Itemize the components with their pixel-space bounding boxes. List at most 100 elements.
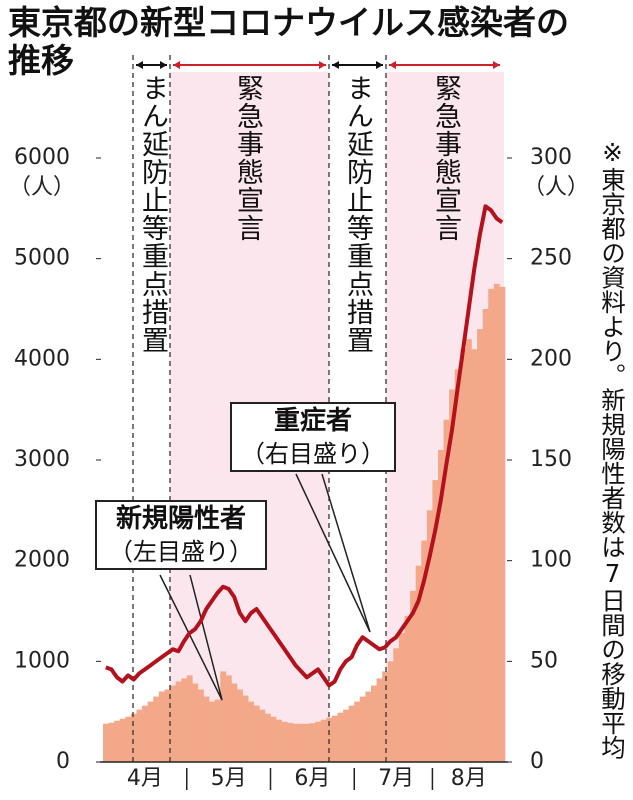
bar xyxy=(242,695,249,762)
y2-tick-label: 200 xyxy=(530,346,572,371)
y-unit: （人） xyxy=(9,175,75,200)
bar xyxy=(170,685,176,762)
bar xyxy=(164,689,171,762)
bar xyxy=(421,540,428,762)
bar xyxy=(264,713,271,762)
source-note: ※東京都の資料より。新規陽性者数は7日間の移動平均 xyxy=(598,138,627,760)
bar xyxy=(276,719,282,762)
bar xyxy=(499,286,506,762)
bar xyxy=(209,701,215,762)
bar xyxy=(426,510,433,762)
legend-axis-note: （右目盛り） xyxy=(241,440,385,468)
bar xyxy=(304,723,310,762)
bar xyxy=(181,678,188,762)
bar xyxy=(443,419,450,762)
period-arrows xyxy=(136,61,500,69)
bar xyxy=(125,716,132,762)
bar xyxy=(147,701,154,762)
bar xyxy=(298,723,305,762)
bar xyxy=(225,675,232,762)
bar xyxy=(482,309,489,762)
bar xyxy=(432,480,439,762)
bar xyxy=(259,709,266,762)
bar xyxy=(348,705,355,762)
y-tick-label: 3000 xyxy=(14,447,70,472)
bar xyxy=(237,689,243,762)
bar xyxy=(343,709,349,762)
bar xyxy=(460,349,467,762)
bar xyxy=(220,671,227,762)
y-tick-label: 4000 xyxy=(14,346,70,371)
y-tick-label: 6000 xyxy=(14,145,70,170)
x-tick-label: 8月 xyxy=(451,766,487,791)
bar xyxy=(186,675,193,762)
bar xyxy=(493,283,500,762)
legend-axis-note: （左目盛り） xyxy=(109,538,253,566)
bar xyxy=(287,722,294,762)
bar xyxy=(197,689,204,762)
period-label: まん延防止等重点措置 xyxy=(342,74,373,354)
bar xyxy=(465,339,472,762)
bar xyxy=(292,723,299,762)
bar xyxy=(315,721,322,762)
y2-unit: （人） xyxy=(523,175,589,200)
bar xyxy=(153,696,160,762)
chart-title: 東京都の新型コロナウイルス感染者の推移 xyxy=(8,3,569,80)
bar xyxy=(281,721,288,762)
callout: 重症者 （右目盛り） xyxy=(230,402,396,472)
bar xyxy=(471,349,478,762)
bar xyxy=(270,716,277,762)
bar xyxy=(337,712,344,762)
legend-entry: 重症者 xyxy=(273,406,352,436)
bar xyxy=(354,701,361,762)
bar xyxy=(477,329,483,762)
y2-tick-label: 150 xyxy=(530,447,572,472)
bar xyxy=(158,691,165,762)
bar xyxy=(136,709,143,762)
bar xyxy=(382,671,389,762)
bar xyxy=(214,699,221,762)
bar xyxy=(410,590,416,762)
y2-tick-label: 0 xyxy=(530,749,544,774)
bar xyxy=(404,616,411,762)
bar xyxy=(142,705,148,762)
bar xyxy=(192,683,199,762)
bar xyxy=(175,681,182,762)
bar xyxy=(359,696,366,762)
callout: 新規陽性者 （左目盛り） xyxy=(95,500,267,570)
bar xyxy=(114,720,121,762)
y-tick-label: 1000 xyxy=(14,648,70,673)
bar xyxy=(488,288,495,762)
bar xyxy=(449,389,456,762)
period-label: 緊急事態宣言 xyxy=(430,74,461,242)
bar xyxy=(393,648,400,762)
bar xyxy=(231,683,238,762)
bar xyxy=(309,723,316,762)
y2-tick-label: 300 xyxy=(530,145,572,170)
x-tick-label: 5月 xyxy=(211,766,247,791)
period-label: 緊急事態宣言 xyxy=(232,74,263,242)
bar xyxy=(415,565,422,762)
bar xyxy=(203,696,210,762)
bar xyxy=(398,633,405,762)
period-label: まん延防止等重点措置 xyxy=(137,74,168,354)
bar xyxy=(438,449,444,762)
bar xyxy=(253,705,260,762)
bar xyxy=(320,719,327,762)
bar xyxy=(454,369,461,762)
y2-tick-label: 100 xyxy=(530,548,572,573)
bar xyxy=(331,715,338,762)
bar xyxy=(371,685,377,762)
bar xyxy=(103,723,109,762)
bar xyxy=(248,701,255,762)
bar xyxy=(130,713,137,762)
y2-tick-label: 50 xyxy=(530,648,558,673)
y2-tick-label: 250 xyxy=(530,246,572,271)
bar xyxy=(119,718,126,762)
bar xyxy=(365,691,372,762)
y-tick-label: 0 xyxy=(56,749,70,774)
bar xyxy=(376,678,383,762)
y-tick-label: 5000 xyxy=(14,246,70,271)
bar xyxy=(387,661,394,762)
